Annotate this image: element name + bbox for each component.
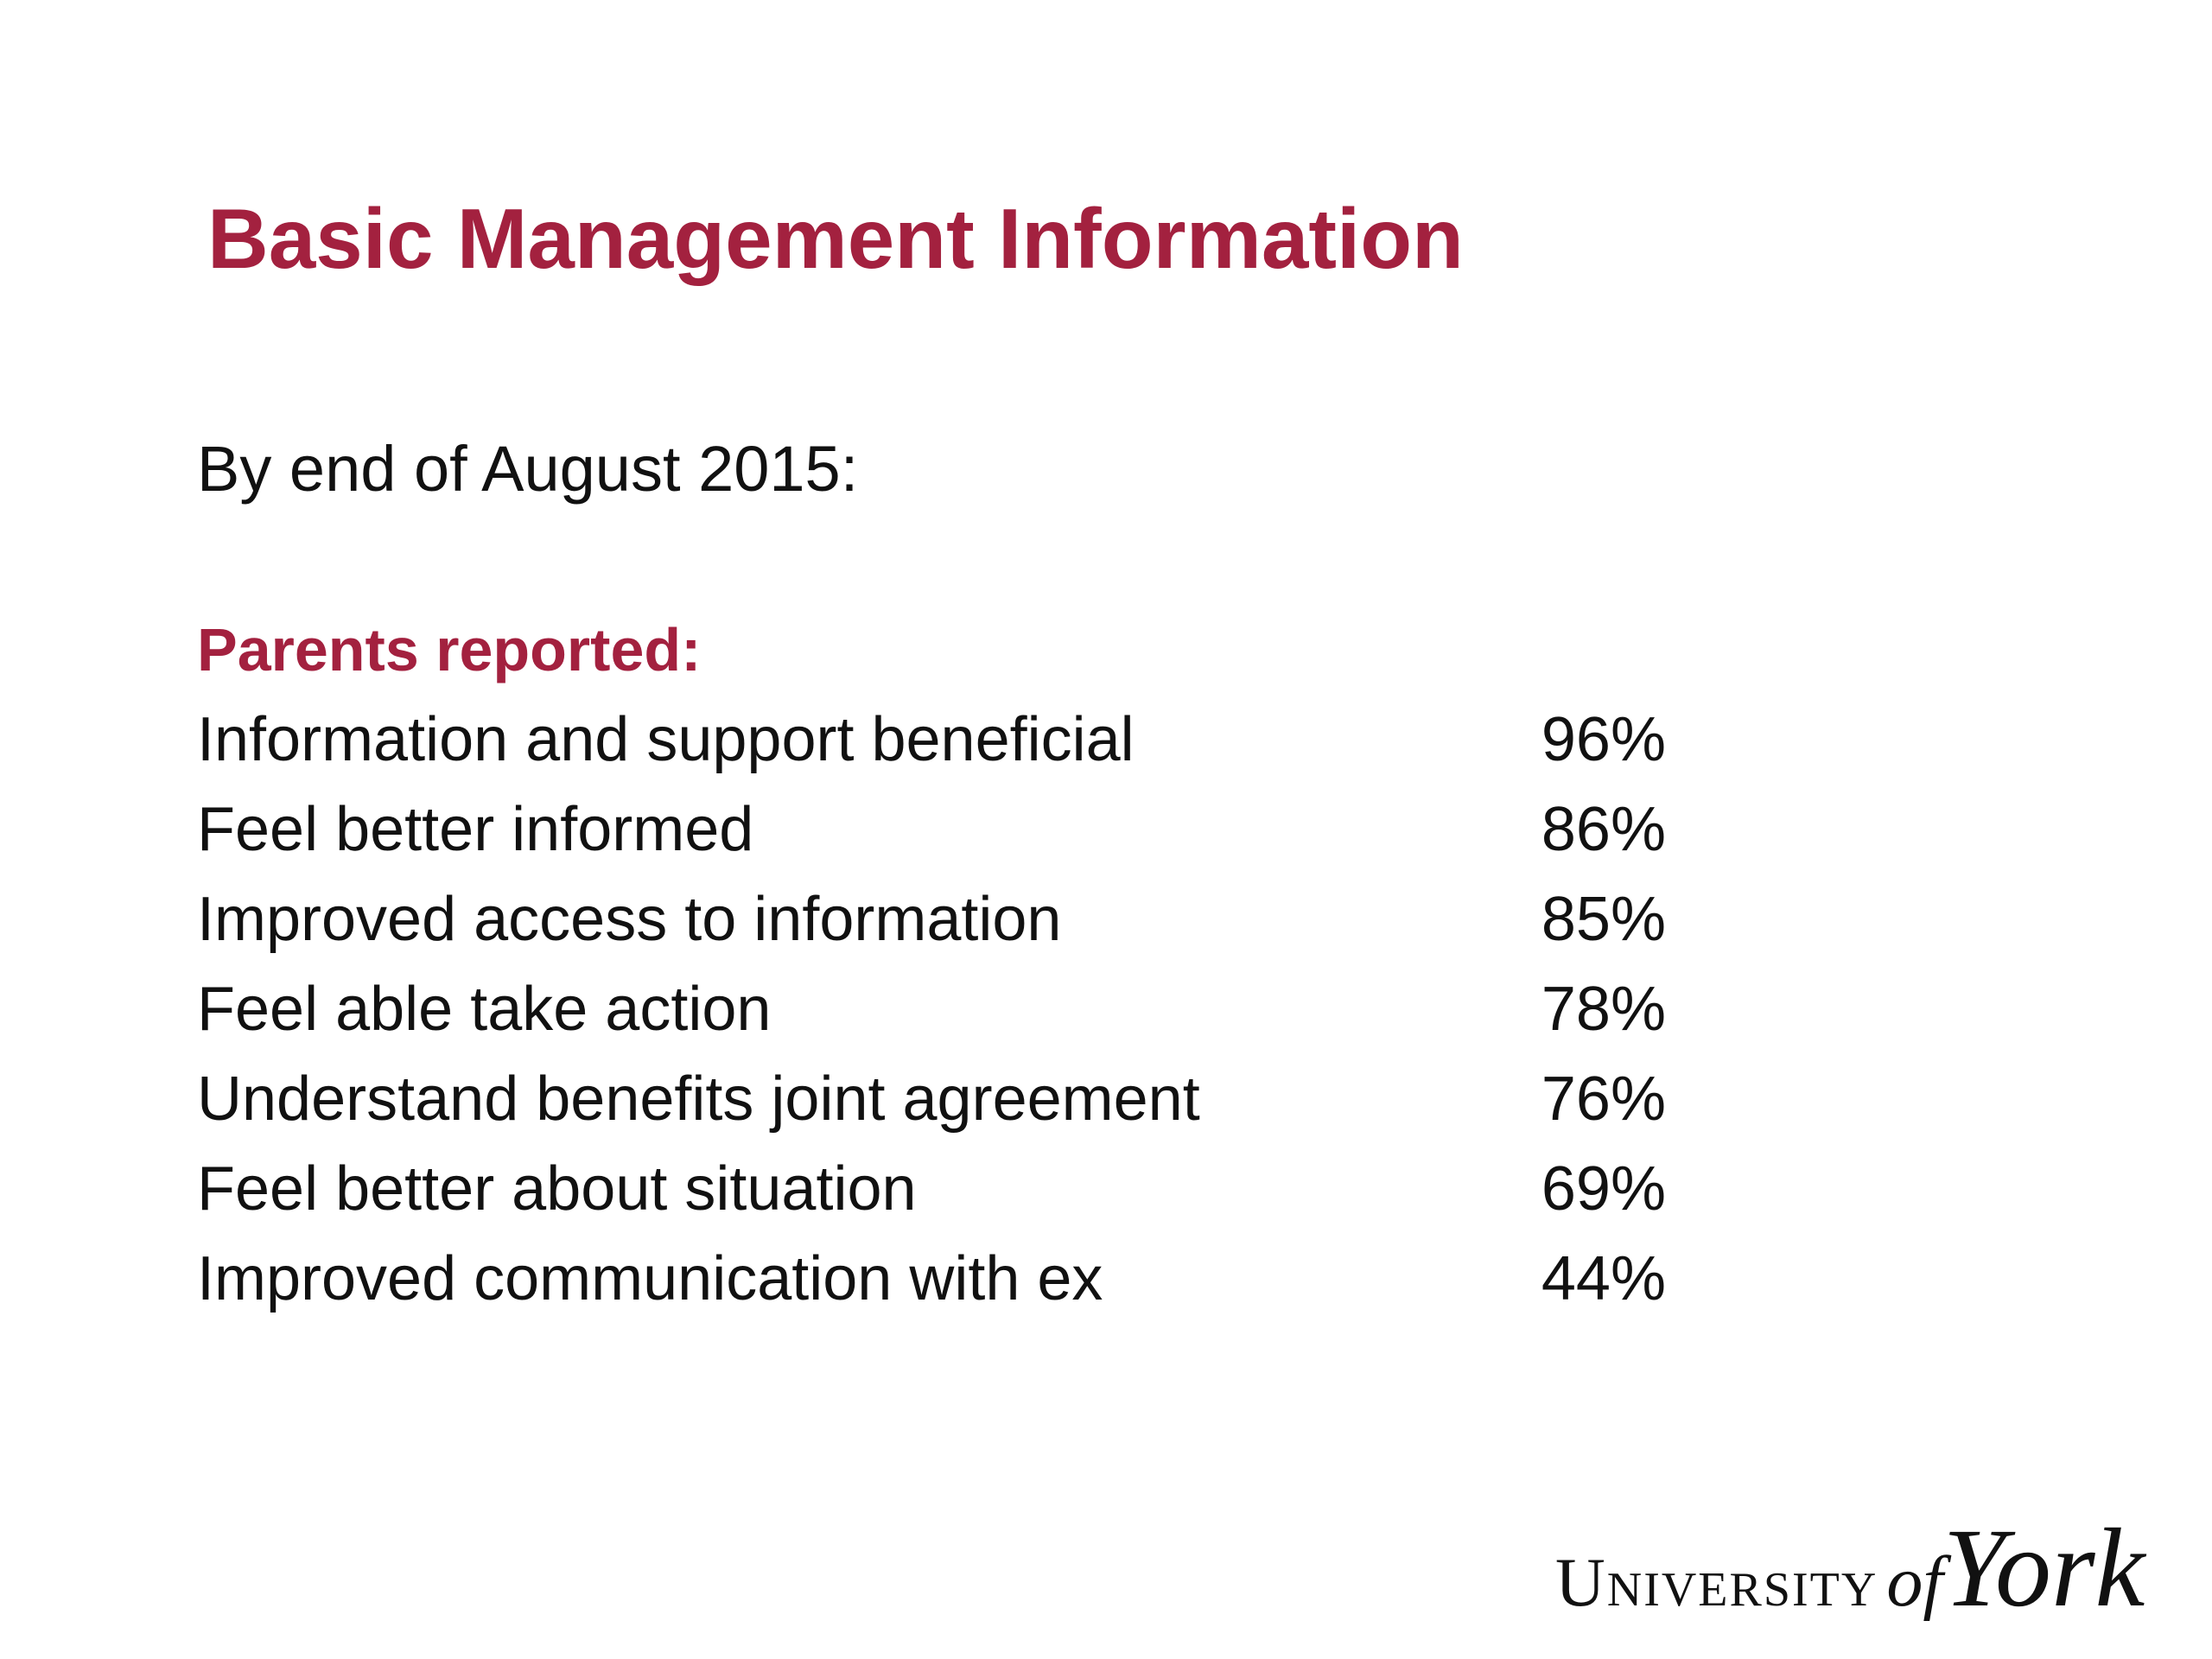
- row-value: 44%: [1541, 1244, 1666, 1313]
- section-heading: Parents reported:: [197, 616, 702, 683]
- row-value: 78%: [1541, 975, 1666, 1044]
- row-label: Improved access to information: [197, 885, 1062, 954]
- university-logo: University ofYork: [1555, 1503, 2145, 1650]
- logo-university: University: [1555, 1545, 1878, 1621]
- row-value: 69%: [1541, 1154, 1666, 1224]
- row-value: 96%: [1541, 705, 1666, 774]
- row-value: 86%: [1541, 795, 1666, 864]
- row-value: 85%: [1541, 885, 1666, 954]
- slide-title: Basic Management Information: [207, 191, 1464, 286]
- row-label: Understand benefits joint agreement: [197, 1065, 1200, 1134]
- row-label: Feel better about situation: [197, 1154, 917, 1224]
- row-label: Information and support beneficial: [197, 705, 1135, 774]
- subtitle: By end of August 2015:: [197, 433, 859, 505]
- row-label: Feel better informed: [197, 795, 754, 864]
- logo-york: York: [1942, 1506, 2145, 1630]
- row-label: Feel able take action: [197, 975, 772, 1044]
- logo-of: of: [1886, 1541, 1943, 1622]
- row-value: 76%: [1541, 1065, 1666, 1134]
- row-label: Improved communication with ex: [197, 1244, 1103, 1313]
